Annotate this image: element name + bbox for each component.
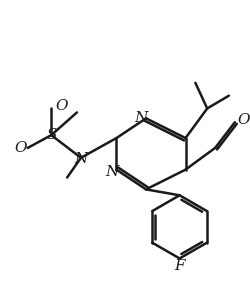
- Text: N: N: [105, 165, 118, 179]
- Text: N: N: [74, 152, 88, 166]
- Text: O: O: [238, 113, 250, 127]
- Text: S: S: [47, 128, 58, 142]
- Text: O: O: [55, 100, 68, 113]
- Text: O: O: [14, 141, 27, 155]
- Text: F: F: [174, 259, 185, 273]
- Text: N: N: [134, 111, 148, 125]
